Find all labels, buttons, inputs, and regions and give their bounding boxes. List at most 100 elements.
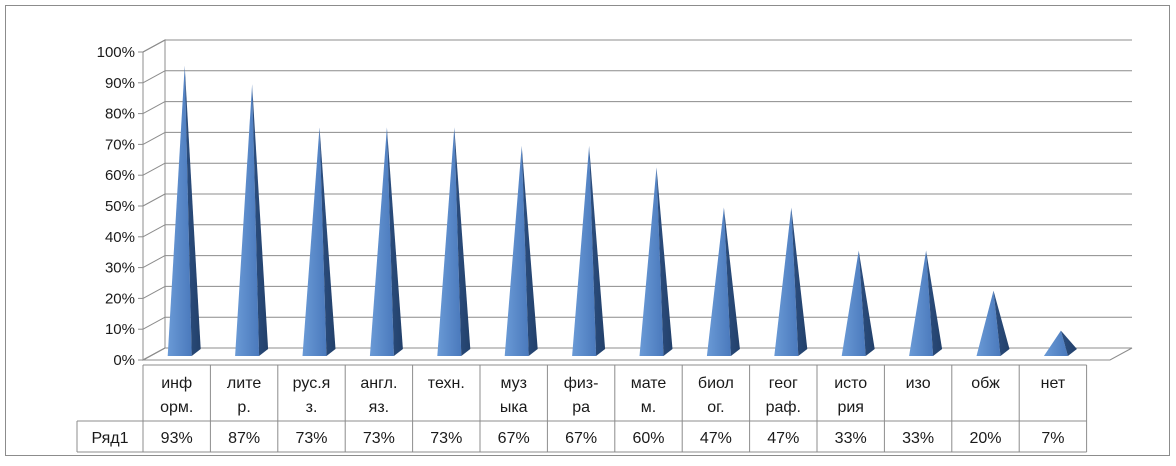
bar-face-front (302, 127, 327, 356)
value-label: 33% (835, 430, 867, 447)
y-tick-label: 50% (105, 198, 135, 215)
category-label: исто (834, 375, 867, 392)
category-label: з. (306, 399, 318, 416)
bar (167, 65, 201, 356)
gridline-side (142, 193, 166, 207)
category-label: техн. (428, 375, 465, 392)
value-label: 7% (1041, 430, 1064, 447)
category-label: р. (237, 399, 250, 416)
gridline-side (142, 255, 166, 269)
bar-face-front (909, 250, 934, 356)
value-label: 47% (700, 430, 732, 447)
gridline-side (142, 70, 166, 84)
gridline-side (142, 316, 166, 330)
bar (841, 250, 875, 356)
bar-face-side (1060, 330, 1077, 356)
bar-face-side (791, 207, 808, 356)
bar-face-side (858, 250, 875, 356)
category-label: обж (971, 375, 1000, 392)
bar (639, 167, 673, 356)
bar-face-front (437, 127, 462, 356)
value-label: 67% (498, 430, 530, 447)
bar-face-front (369, 127, 394, 356)
bar-face-front (572, 145, 597, 356)
y-tick-label: 40% (105, 229, 135, 246)
bar (774, 207, 808, 356)
bar (976, 290, 1010, 356)
bar-face-front (235, 84, 260, 357)
category-label: геог (769, 375, 798, 392)
bar (1043, 330, 1077, 356)
bar-face-front (774, 207, 799, 356)
bar-face-side (386, 127, 403, 356)
bar-face-front (504, 145, 529, 356)
data-table: Ряд1 инф орм. 93% лите р. 87% рус.я з. 73% англ. яз… (76, 364, 1088, 453)
value-label: 73% (363, 430, 395, 447)
bar-face-side (184, 65, 201, 356)
bar-face-front (976, 290, 1001, 356)
y-tick-label: 10% (105, 321, 135, 338)
value-label: 73% (430, 430, 462, 447)
category-label: физ- (564, 375, 599, 392)
bar (235, 84, 269, 357)
category-label: инф (161, 375, 192, 392)
value-label: 93% (161, 430, 193, 447)
bar (302, 127, 336, 356)
bar-face-side (521, 145, 538, 356)
value-label: 47% (767, 430, 799, 447)
value-label: 67% (565, 430, 597, 447)
category-label: лите (227, 375, 261, 392)
category-label: изо (906, 375, 931, 392)
category-label: м. (641, 399, 656, 416)
bars (167, 65, 1077, 357)
y-axis-ticks: 0% 10% 20% 30% 40% 50% 60% 70% 80% 90% 100% (97, 44, 143, 369)
bar-face-side (656, 167, 673, 356)
category-label: ра (572, 399, 590, 416)
bar-face-side (723, 207, 740, 356)
bar (369, 127, 403, 356)
gridline-side (142, 162, 166, 176)
category-label: англ. (360, 375, 397, 392)
category-label: рус.я (293, 375, 331, 392)
category-label: мате (631, 375, 667, 392)
bar (504, 145, 538, 356)
category-label: орм. (160, 399, 193, 416)
category-label: ог. (707, 399, 724, 416)
bar (572, 145, 606, 356)
category-label: рия (837, 399, 864, 416)
bar-face-front (167, 65, 192, 356)
bar-face-side (252, 84, 269, 357)
gridline-side (142, 347, 166, 361)
value-label: 87% (228, 430, 260, 447)
bar-face-side (589, 145, 606, 356)
bar-face-side (926, 250, 943, 356)
bar-face-side (454, 127, 471, 356)
value-label: 33% (902, 430, 934, 447)
y-tick-label: 70% (105, 136, 135, 153)
bar-face-side (319, 127, 336, 356)
series-name: Ряд1 (91, 430, 128, 447)
value-label: 73% (295, 430, 327, 447)
y-tick-label: 100% (97, 44, 135, 61)
y-tick-label: 30% (105, 260, 135, 277)
gridline-side (142, 101, 166, 115)
category-label: раф. (766, 399, 801, 416)
bar (437, 127, 471, 356)
bar-face-front (1043, 330, 1068, 356)
category-label: биол (698, 375, 734, 392)
bar (909, 250, 943, 356)
y-tick-label: 20% (105, 290, 135, 307)
category-label: ыка (500, 399, 528, 416)
bar-face-front (706, 207, 731, 356)
y-tick-label: 60% (105, 167, 135, 184)
category-label: яз. (369, 399, 389, 416)
gridline-side (142, 285, 166, 299)
bar-face-front (639, 167, 664, 356)
value-label: 60% (632, 430, 664, 447)
gridline-side (142, 39, 166, 53)
y-tick-label: 90% (105, 75, 135, 92)
gridline-side (142, 131, 166, 145)
bar-face-side (993, 290, 1010, 356)
